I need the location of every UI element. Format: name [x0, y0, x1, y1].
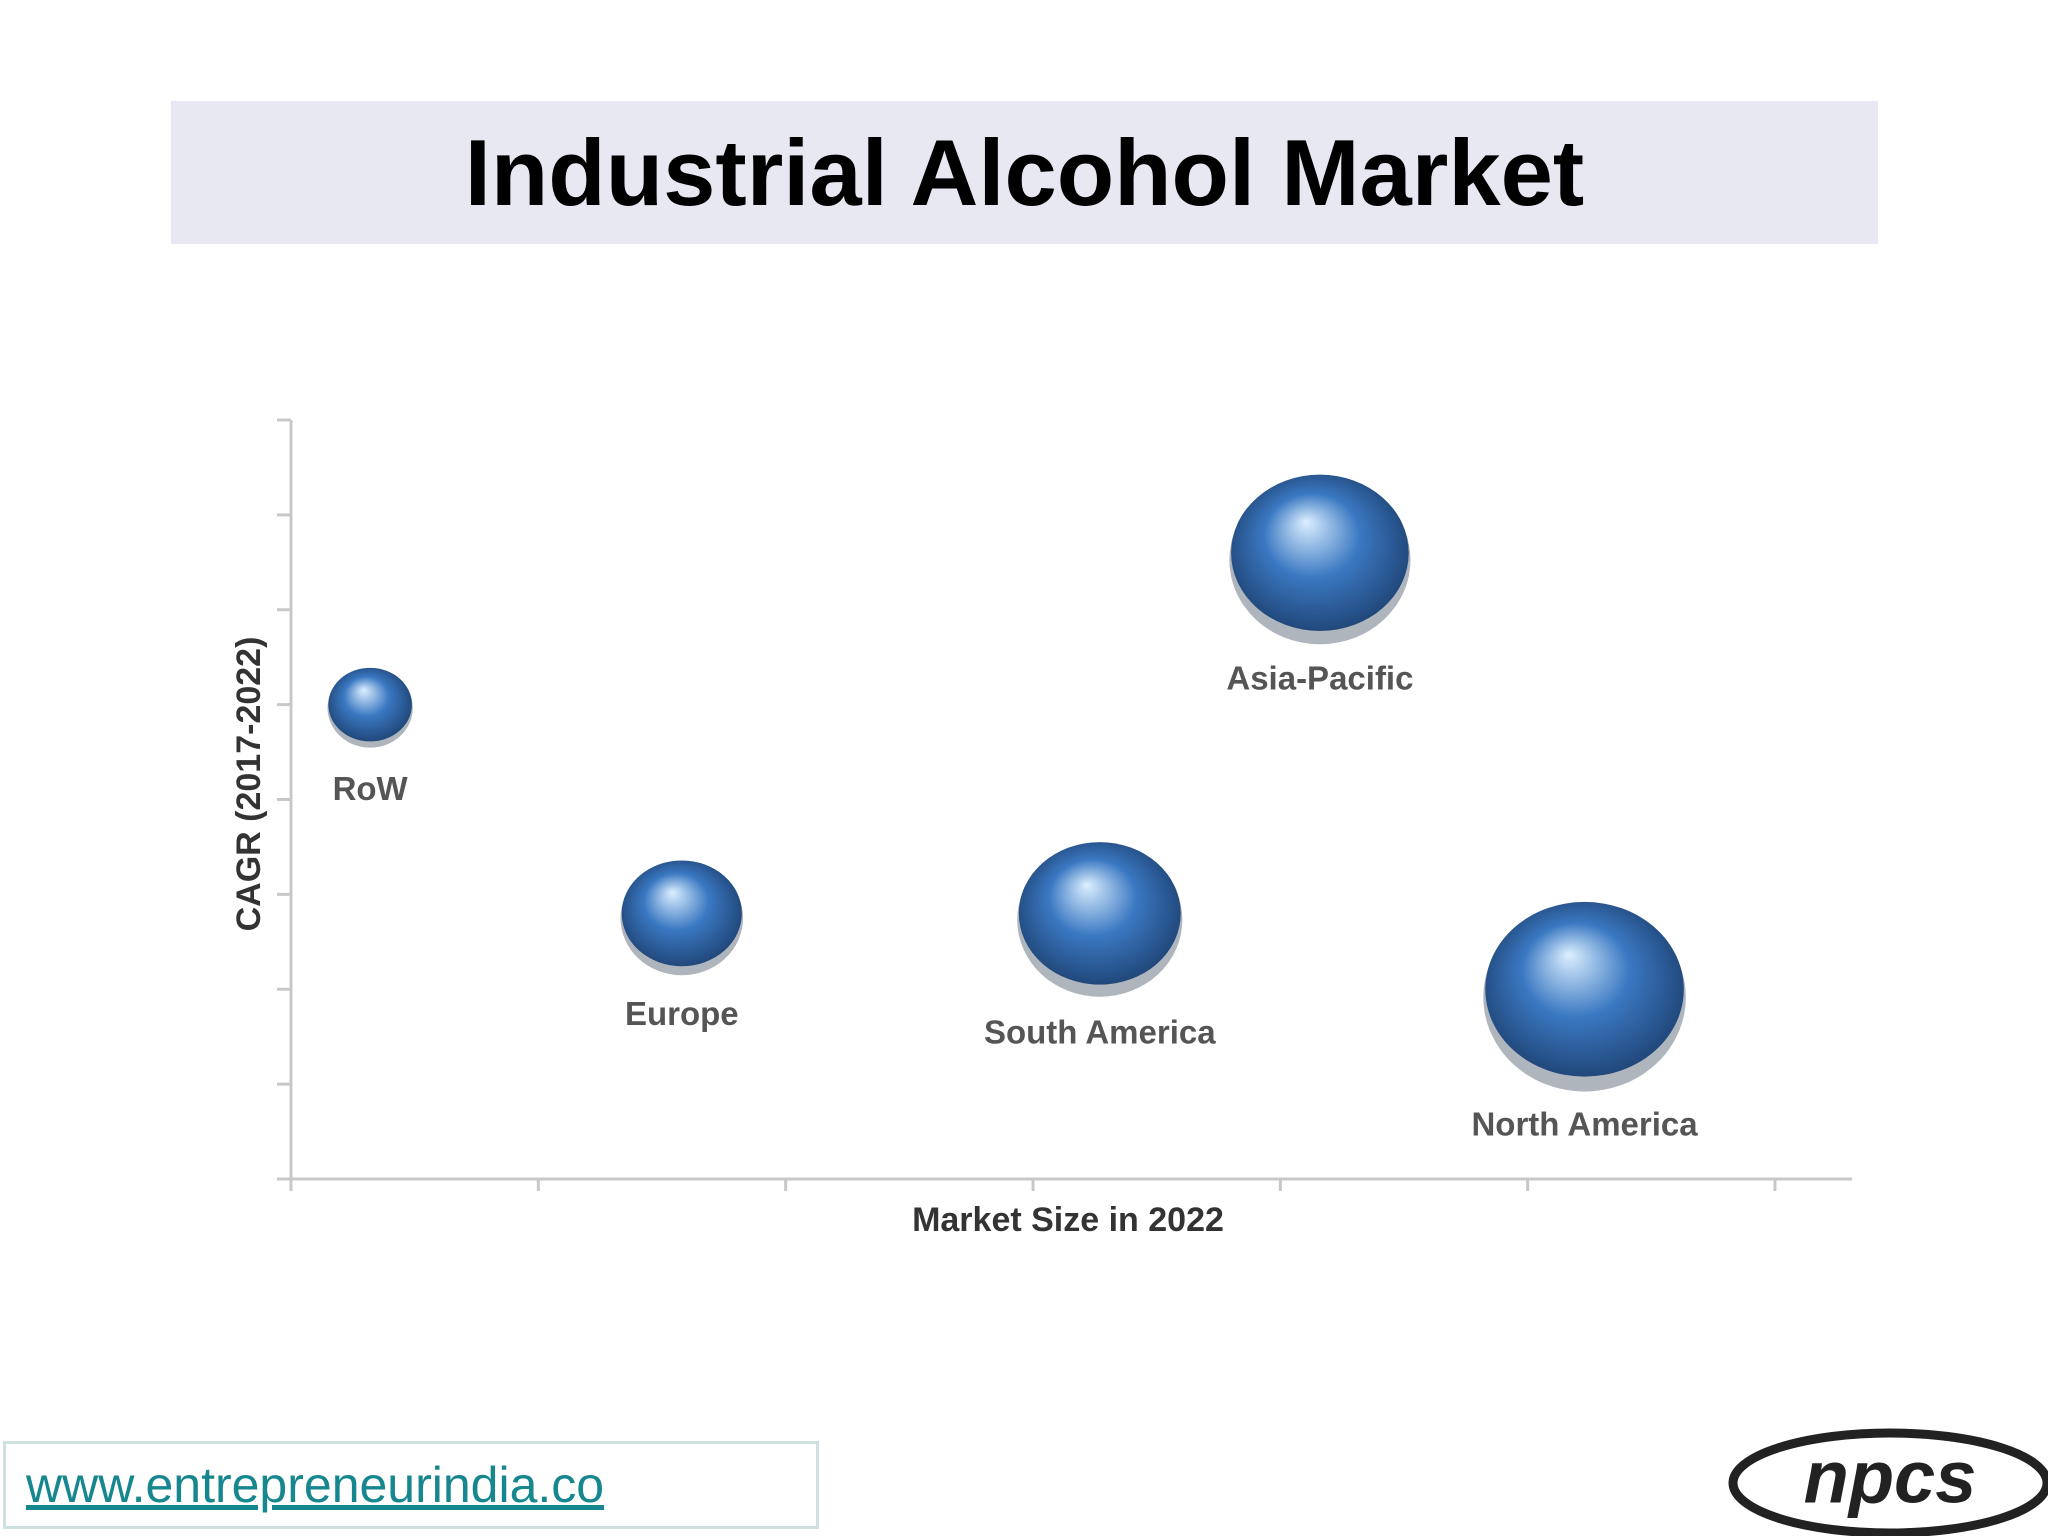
title-banner: Industrial Alcohol Market	[171, 101, 1878, 244]
y-axis-label: CAGR (2017-2022)	[230, 637, 268, 932]
bubble-label: Europe	[625, 995, 739, 1032]
bubble-label: RoW	[333, 770, 409, 807]
bubble	[1231, 474, 1409, 631]
bubble-label: South America	[984, 1013, 1216, 1050]
chart-title: Industrial Alcohol Market	[464, 119, 1585, 225]
logo-text: npcs	[1804, 1436, 1977, 1519]
logo-ring	[1728, 1428, 2048, 1536]
bubble-label: North America	[1471, 1105, 1698, 1142]
website-link[interactable]: www.entrepreneurindia.co	[26, 1457, 605, 1513]
bubble	[1485, 901, 1684, 1077]
x-axis-label: Market Size in 2022	[912, 1201, 1224, 1239]
bubble	[621, 860, 742, 967]
bubble	[328, 667, 412, 742]
npcs-logo: npcs	[1728, 1428, 2048, 1536]
bubble	[1018, 842, 1181, 985]
footer-link-box: www.entrepreneurindia.co	[3, 1441, 819, 1529]
bubble-label: Asia-Pacific	[1226, 660, 1413, 697]
